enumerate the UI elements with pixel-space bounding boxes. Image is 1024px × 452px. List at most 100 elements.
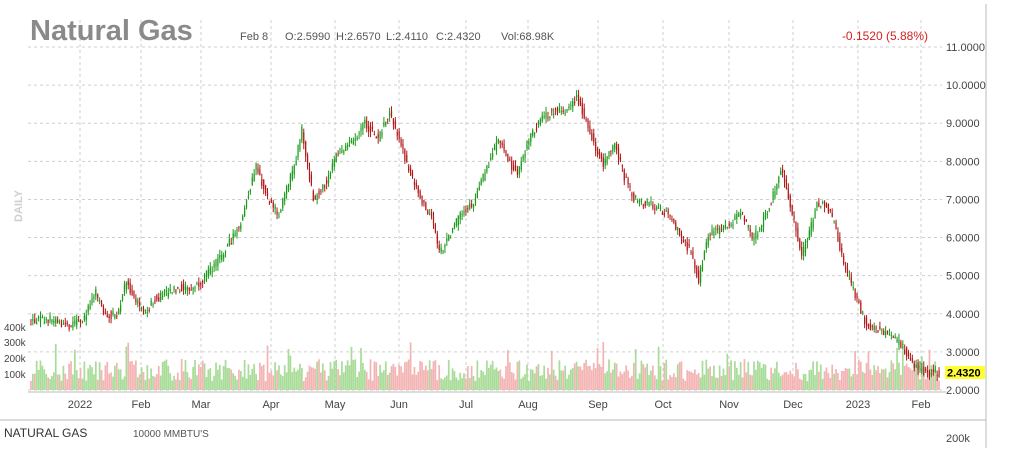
volume-bar [121, 379, 124, 390]
candle-body [322, 184, 324, 190]
candle-body [47, 319, 49, 323]
candle-body [448, 234, 450, 241]
candle-body [207, 269, 209, 277]
volume-bar [650, 370, 652, 390]
volume-bar [62, 365, 65, 390]
volume-bar [304, 377, 307, 390]
volume-bar [444, 377, 446, 390]
volume-bar [299, 363, 301, 390]
volume-bar [417, 371, 420, 390]
volume-bar [226, 368, 229, 390]
candle-body [49, 315, 51, 321]
volume-bar [797, 369, 799, 390]
volume-bar [718, 365, 721, 390]
volume-bar [165, 359, 168, 390]
candle-body [913, 363, 915, 368]
candle-body [799, 239, 801, 249]
volume-bar [474, 380, 477, 390]
volume-bar [879, 373, 881, 390]
candle-body [467, 207, 469, 209]
candle-body [148, 309, 150, 311]
volume-bar [938, 380, 940, 390]
volume-bar [594, 368, 597, 390]
volume-bar [619, 371, 622, 390]
volume-bar [688, 371, 690, 390]
volume-bar [308, 365, 311, 390]
candle-body [778, 177, 780, 184]
volume-bar [68, 363, 70, 390]
volume-bar [827, 373, 830, 390]
candle-body [678, 228, 681, 236]
volume-bar [695, 374, 698, 390]
candle-body [602, 157, 604, 167]
volume-bar [768, 380, 771, 390]
volume-bar [327, 375, 330, 390]
candle-body [297, 144, 299, 158]
volume-bar [919, 379, 921, 390]
volume-bar [375, 362, 378, 390]
volume-bar [335, 359, 338, 390]
candle-body [478, 187, 480, 190]
candle-body [156, 295, 158, 300]
candle-body [492, 153, 494, 158]
candle-body [741, 212, 744, 214]
candle-body [425, 202, 427, 210]
candle-body [556, 110, 559, 113]
volume-bar [285, 372, 288, 390]
candle-body [917, 363, 919, 370]
volume-bar [800, 379, 803, 390]
volume-bar [610, 372, 612, 390]
candle-body [226, 245, 229, 247]
volume-bar [228, 368, 231, 390]
candle-body [524, 153, 526, 158]
candle-body [629, 185, 631, 187]
candle-body [230, 243, 232, 245]
volume-bar [323, 370, 326, 390]
date-tick-label: Oct [654, 399, 671, 411]
date-tick-label: Dec [783, 399, 803, 411]
candle-body [459, 212, 461, 220]
volume-bar [676, 364, 679, 390]
volume-bar [115, 362, 118, 390]
volume-bar [176, 372, 179, 390]
volume-bar [579, 366, 582, 390]
candle-body [764, 212, 767, 219]
volume-bar [808, 370, 811, 390]
candle-body [472, 205, 475, 208]
volume-bar [537, 363, 540, 390]
volume-bar [631, 376, 633, 390]
candle-body [373, 134, 375, 136]
volume-bar [728, 366, 731, 390]
candle-body [142, 307, 145, 313]
volume-bar [781, 374, 784, 390]
volume-bar [266, 345, 269, 390]
candle-body [892, 336, 894, 338]
volume-bar [453, 371, 456, 390]
volume-bar [611, 369, 614, 390]
volume-bar [73, 349, 76, 390]
volume-bar [451, 368, 454, 390]
header-high: H:2.6570 [336, 31, 381, 43]
candle-body [181, 284, 183, 291]
volume-bar [487, 367, 490, 390]
candle-body [100, 301, 103, 307]
candle-body [186, 287, 188, 291]
candle-body [335, 153, 337, 163]
volume-bar [245, 378, 248, 390]
candle-body [93, 296, 95, 299]
volume-bar [873, 365, 876, 390]
candle-body [890, 334, 892, 336]
candle-body [627, 178, 629, 185]
candle-body [244, 207, 246, 217]
candle-body [432, 216, 435, 225]
volume-bar [167, 365, 170, 390]
candle-body [406, 155, 408, 162]
candle-body [696, 266, 698, 277]
candle-body [801, 247, 803, 256]
candle-body [337, 153, 339, 155]
volume-bar [758, 362, 761, 390]
candle-body [864, 316, 866, 324]
candle-body [36, 322, 38, 324]
candle-body [316, 194, 318, 201]
candle-body [89, 304, 91, 309]
